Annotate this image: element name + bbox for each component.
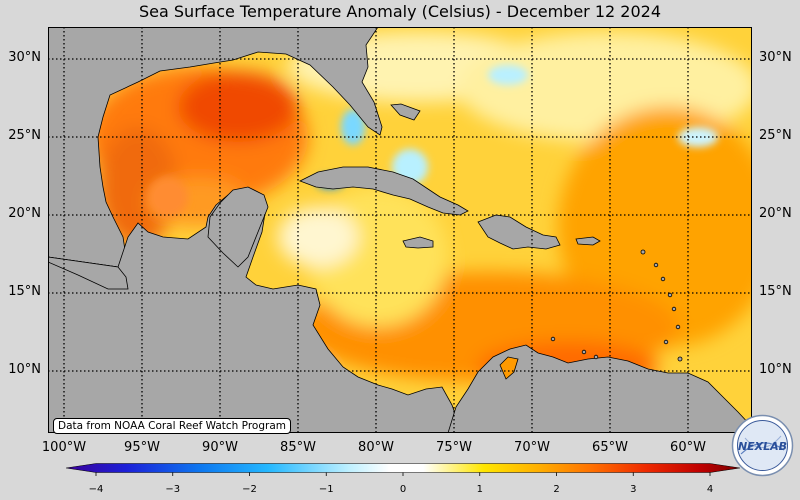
lon-label: 60°W: [670, 440, 706, 455]
lon-label: 65°W: [592, 440, 628, 455]
colorbar-gradient: [66, 463, 740, 473]
colorbar-ticks: [95, 472, 711, 476]
land: [48, 27, 752, 433]
lat-label-right: 15°N: [759, 284, 792, 299]
colorbar-tick-label: 2: [553, 484, 560, 495]
lon-label: 70°W: [514, 440, 550, 455]
data-credit: Data from NOAA Coral Reef Watch Program: [53, 418, 291, 434]
lat-label-left: 25°N: [8, 128, 41, 143]
logo-text: NEXLAB: [738, 440, 787, 453]
lon-label: 100°W: [41, 440, 87, 455]
lat-label-right: 20°N: [759, 206, 792, 221]
colorbar-tick-label: −1: [318, 484, 334, 495]
lesser-antilles: [550, 249, 683, 362]
colorbar-tick-label: 1: [476, 484, 483, 495]
map-title: Sea Surface Temperature Anomaly (Celsius…: [139, 2, 661, 21]
lat-label-left: 30°N: [8, 50, 41, 65]
colorbar-tick-label: −3: [165, 484, 181, 495]
colorbar-tick-label: 4: [706, 484, 714, 495]
map-border: [48, 27, 752, 433]
lon-label: 75°W: [436, 440, 472, 455]
colorbar-tick-label: 0: [399, 484, 407, 495]
sst-anomaly-map: [48, 27, 752, 433]
nexlab-logo: NEXLAB: [731, 414, 794, 477]
lat-label-left: 10°N: [8, 362, 41, 377]
graticule: [48, 27, 752, 433]
colorbar-tick-label: 3: [630, 484, 637, 495]
lat-label-right: 30°N: [759, 50, 792, 65]
colorbar-tick-label: −2: [242, 484, 257, 495]
lat-label-right: 25°N: [759, 128, 792, 143]
lat-label-left: 20°N: [8, 206, 41, 221]
lon-label: 95°W: [124, 440, 160, 455]
lon-label: 80°W: [358, 440, 394, 455]
lon-label: 85°W: [280, 440, 316, 455]
lat-label-left: 15°N: [8, 284, 41, 299]
lon-label: 90°W: [202, 440, 238, 455]
lat-label-right: 10°N: [759, 362, 792, 377]
colorbar: [66, 463, 740, 476]
colorbar-tick-label: −4: [88, 484, 104, 495]
